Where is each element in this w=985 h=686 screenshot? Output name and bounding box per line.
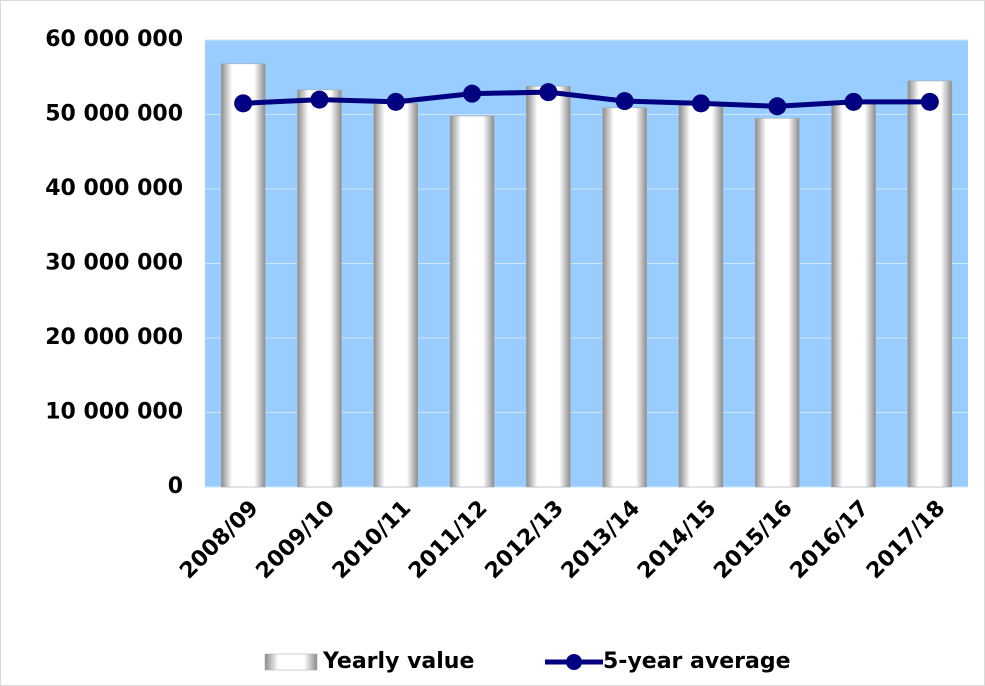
line-point <box>691 94 710 113</box>
bar <box>220 63 266 488</box>
line-point <box>844 92 863 111</box>
line-point <box>234 94 253 113</box>
bar <box>678 103 724 488</box>
y-tick-label: 50 000 000 <box>45 102 183 127</box>
bar <box>373 103 418 488</box>
legend-swatch <box>566 654 582 670</box>
y-tick-label: 20 000 000 <box>45 325 183 350</box>
legend-swatch <box>264 653 318 671</box>
bar <box>831 103 876 488</box>
bar <box>449 115 495 488</box>
legend-label: 5-year average <box>603 649 791 674</box>
line-point <box>463 84 482 103</box>
line <box>243 89 930 109</box>
y-tick-label: 10 000 000 <box>45 400 183 425</box>
line-point <box>539 83 558 102</box>
bar <box>602 107 647 488</box>
line-point <box>386 92 405 111</box>
bar <box>907 80 953 488</box>
legend-label: Yearly value <box>322 649 474 674</box>
y-tick-label: 60 000 000 <box>45 27 183 52</box>
line-point <box>768 97 787 116</box>
line-point <box>920 92 939 111</box>
line-point <box>310 90 329 109</box>
bar <box>297 89 342 488</box>
y-tick-label: 40 000 000 <box>45 176 183 201</box>
line-point <box>615 92 634 111</box>
y-tick-label: 0 <box>168 474 183 499</box>
y-tick-label: 30 000 000 <box>45 251 183 276</box>
bar <box>755 117 800 488</box>
bar <box>526 85 571 488</box>
